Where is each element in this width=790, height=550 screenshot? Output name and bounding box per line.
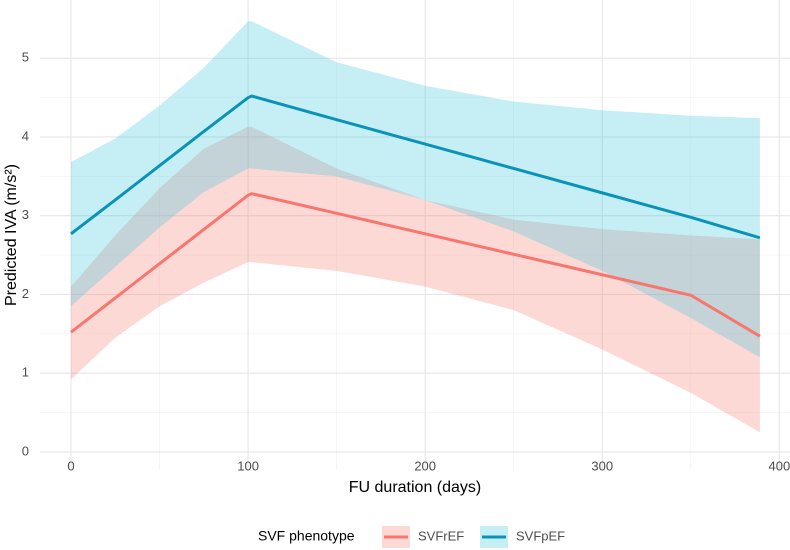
- confidence-band: [70, 21, 760, 358]
- y-tick-label: 0: [22, 443, 29, 458]
- y-tick-label: 4: [22, 128, 29, 143]
- confidence-band: [70, 126, 760, 433]
- x-tick-label: 0: [67, 458, 74, 473]
- x-tick-label: 100: [237, 458, 259, 473]
- y-axis-title: Predicted IVA (m/s²): [3, 164, 20, 306]
- line: [70, 192, 761, 338]
- y-tick-label: 2: [22, 286, 29, 301]
- legend-label: SVFrEF: [418, 528, 464, 543]
- x-tick-label: 300: [591, 458, 613, 473]
- x-tick-label: 400: [769, 458, 790, 473]
- y-tick-label: 1: [22, 365, 29, 380]
- x-tick-label: 200: [414, 458, 436, 473]
- x-axis-title: FU duration (days): [349, 479, 482, 496]
- y-tick-label: 5: [22, 50, 29, 65]
- y-tick-label: 3: [22, 207, 29, 222]
- legend-label: SVFpEF: [516, 528, 565, 543]
- line: [70, 94, 761, 240]
- legend-title: SVF phenotype: [258, 528, 355, 544]
